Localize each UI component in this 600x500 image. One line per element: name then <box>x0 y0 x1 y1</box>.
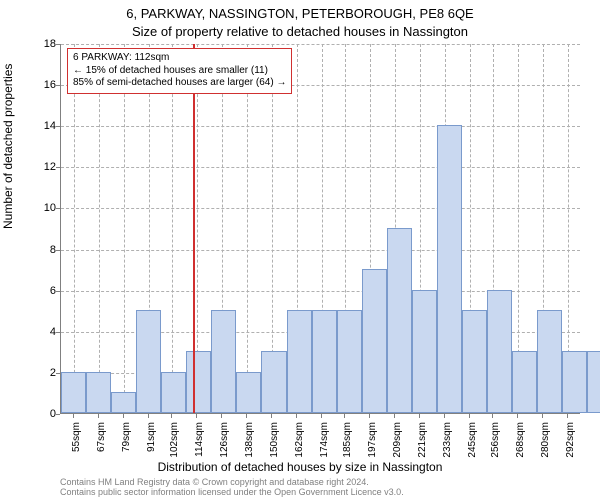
gridline-vertical <box>99 44 100 413</box>
gridline-horizontal <box>61 44 580 45</box>
x-tick-mark <box>148 414 149 418</box>
histogram-bar <box>587 351 600 413</box>
histogram-bar <box>61 372 86 413</box>
chart-subtitle: Size of property relative to detached ho… <box>0 24 600 39</box>
chart-container: 6, PARKWAY, NASSINGTON, PETERBOROUGH, PE… <box>0 0 600 500</box>
histogram-bar <box>86 372 111 413</box>
gridline-vertical <box>172 44 173 413</box>
histogram-bar <box>136 310 161 413</box>
histogram-bar <box>537 310 562 413</box>
footer-line: Contains public sector information licen… <box>60 488 404 498</box>
info-box-line: 85% of semi-detached houses are larger (… <box>73 77 286 90</box>
x-tick-mark <box>419 414 420 418</box>
y-tick-label: 6 <box>38 285 56 297</box>
x-tick-mark <box>171 414 172 418</box>
x-tick-mark <box>123 414 124 418</box>
x-tick-mark <box>296 414 297 418</box>
gridline-horizontal <box>61 250 580 251</box>
histogram-bar <box>312 310 337 413</box>
y-tick-label: 2 <box>38 367 56 379</box>
x-tick-mark <box>221 414 222 418</box>
x-tick-mark <box>394 414 395 418</box>
y-tick-label: 18 <box>38 38 56 50</box>
x-tick-mark <box>271 414 272 418</box>
info-box-line: 6 PARKWAY: 112sqm <box>73 52 286 65</box>
x-tick-mark <box>469 414 470 418</box>
x-tick-mark <box>196 414 197 418</box>
histogram-bar <box>487 290 512 413</box>
gridline-vertical <box>124 44 125 413</box>
x-tick-mark <box>542 414 543 418</box>
x-tick-mark <box>517 414 518 418</box>
x-axis-label: Distribution of detached houses by size … <box>0 460 600 474</box>
histogram-bar <box>287 310 312 413</box>
histogram-bar <box>462 310 487 413</box>
footer-attribution: Contains HM Land Registry data © Crown c… <box>60 478 404 498</box>
histogram-bar <box>512 351 537 413</box>
histogram-bar <box>337 310 362 413</box>
x-tick-mark <box>73 414 74 418</box>
histogram-bar <box>437 125 462 413</box>
x-tick-mark <box>492 414 493 418</box>
x-tick-mark <box>98 414 99 418</box>
y-axis-label: Number of detached properties <box>1 64 15 229</box>
y-tick-label: 4 <box>38 326 56 338</box>
histogram-bar <box>236 372 261 413</box>
gridline-horizontal <box>61 126 580 127</box>
x-tick-mark <box>567 414 568 418</box>
plot-area: 6 PARKWAY: 112sqm← 15% of detached house… <box>60 44 580 414</box>
y-tick-mark <box>56 414 60 415</box>
gridline-vertical <box>74 44 75 413</box>
x-tick-mark <box>369 414 370 418</box>
histogram-bar <box>111 392 136 413</box>
gridline-horizontal <box>61 208 580 209</box>
histogram-bar <box>161 372 186 413</box>
y-tick-label: 14 <box>38 120 56 132</box>
gridline-horizontal <box>61 167 580 168</box>
x-tick-mark <box>246 414 247 418</box>
info-box-line: ← 15% of detached houses are smaller (11… <box>73 65 286 78</box>
y-tick-label: 0 <box>38 408 56 420</box>
info-box: 6 PARKWAY: 112sqm← 15% of detached house… <box>67 48 292 94</box>
histogram-bar <box>387 228 412 413</box>
gridline-vertical <box>247 44 248 413</box>
histogram-bar <box>186 351 211 413</box>
x-tick-mark <box>321 414 322 418</box>
reference-line <box>193 44 195 413</box>
x-tick-mark <box>444 414 445 418</box>
histogram-bar <box>562 351 587 413</box>
histogram-bar <box>261 351 286 413</box>
histogram-bar <box>362 269 387 413</box>
y-tick-label: 16 <box>38 79 56 91</box>
histogram-bar <box>412 290 437 413</box>
y-tick-label: 8 <box>38 244 56 256</box>
y-tick-label: 10 <box>38 202 56 214</box>
x-tick-mark <box>344 414 345 418</box>
histogram-bar <box>211 310 236 413</box>
y-tick-label: 12 <box>38 161 56 173</box>
chart-title: 6, PARKWAY, NASSINGTON, PETERBOROUGH, PE… <box>0 6 600 21</box>
